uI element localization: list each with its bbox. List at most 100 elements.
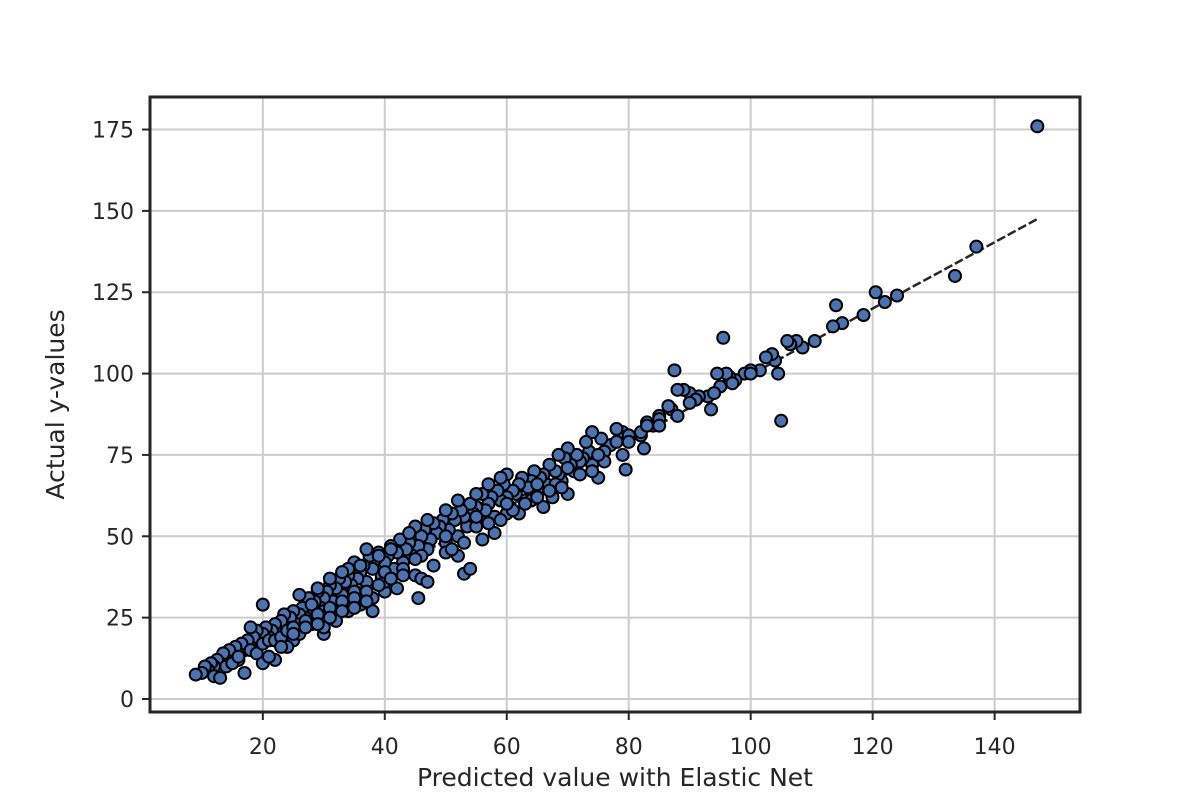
data-point	[758, 350, 773, 365]
data-point	[347, 600, 362, 615]
y-axis-ticks: 0 25 50 75 100 125 150 175	[92, 119, 150, 713]
data-point	[652, 418, 667, 433]
data-point	[594, 431, 609, 446]
data-point	[560, 460, 575, 475]
data-point	[615, 447, 630, 462]
data-point	[389, 581, 404, 596]
data-point	[353, 558, 368, 573]
data-point	[481, 516, 496, 531]
data-point	[609, 434, 624, 449]
data-point	[438, 529, 453, 544]
data-point	[493, 470, 508, 485]
data-point	[743, 366, 758, 381]
data-point	[408, 552, 423, 567]
x-tick-label: 20	[249, 735, 277, 760]
y-tick-label: 150	[92, 200, 134, 225]
data-point	[444, 542, 459, 557]
data-point	[670, 408, 685, 423]
data-point	[481, 477, 496, 492]
y-tick-label: 100	[92, 363, 134, 388]
data-point	[237, 665, 252, 680]
data-point	[536, 500, 551, 514]
data-point	[551, 447, 566, 462]
data-point	[310, 581, 325, 596]
data-point	[371, 578, 386, 593]
data-point	[383, 571, 398, 586]
data-point	[807, 334, 822, 349]
y-tick-label: 25	[106, 607, 134, 632]
data-point	[969, 239, 984, 254]
x-axis-label: Predicted value with Elastic Net	[417, 763, 813, 792]
data-point	[475, 532, 490, 547]
data-point	[420, 574, 435, 589]
data-point	[667, 363, 682, 378]
data-point	[365, 604, 380, 619]
data-point	[286, 626, 301, 641]
x-tick-label: 40	[371, 735, 399, 760]
data-point	[572, 467, 587, 482]
data-point	[469, 509, 484, 524]
y-tick-label: 50	[106, 525, 134, 550]
x-axis-ticks: 20 40 60 80 100 120 140	[249, 712, 1016, 760]
data-point	[530, 477, 545, 492]
data-point	[438, 503, 453, 518]
data-point	[426, 558, 441, 573]
data-point	[877, 295, 892, 309]
data-point	[393, 532, 408, 547]
data-point	[335, 604, 350, 619]
data-point	[621, 434, 636, 449]
data-point	[771, 366, 786, 381]
data-point	[947, 268, 962, 283]
y-axis-label: Actual y-values	[41, 309, 70, 499]
data-point	[371, 548, 386, 563]
data-point	[310, 617, 325, 632]
data-point	[493, 513, 508, 528]
data-point	[420, 513, 435, 528]
data-point	[716, 330, 731, 345]
data-point	[609, 421, 624, 436]
data-point	[618, 462, 633, 477]
x-tick-label: 100	[730, 735, 772, 760]
data-point	[554, 480, 569, 495]
data-point	[261, 649, 276, 664]
data-point	[636, 441, 651, 456]
data-point	[579, 434, 594, 449]
x-tick-label: 140	[974, 735, 1016, 760]
data-point	[255, 597, 270, 612]
y-tick-label: 75	[106, 444, 134, 469]
data-point	[1030, 119, 1045, 134]
data-point	[704, 402, 719, 417]
data-point	[322, 571, 337, 586]
data-point	[856, 308, 871, 323]
data-point	[774, 413, 789, 428]
data-point	[530, 490, 545, 505]
data-point	[868, 285, 883, 300]
data-point	[396, 568, 411, 583]
data-point	[585, 425, 600, 440]
data-point	[243, 620, 258, 635]
y-tick-label: 125	[92, 281, 134, 306]
data-point	[890, 288, 905, 303]
data-point	[450, 493, 465, 508]
data-point	[411, 591, 426, 606]
data-point	[780, 334, 795, 349]
data-point	[457, 535, 472, 550]
data-point	[274, 639, 289, 654]
data-point	[231, 649, 246, 664]
data-point	[585, 464, 600, 479]
data-point	[402, 526, 417, 541]
data-point	[322, 610, 337, 625]
data-point	[707, 386, 722, 401]
data-point	[670, 382, 685, 397]
x-tick-label: 120	[852, 735, 894, 760]
data-point	[661, 399, 676, 414]
grid-lines	[150, 97, 1080, 712]
data-point	[542, 457, 557, 472]
data-point	[710, 366, 725, 381]
data-point	[359, 594, 374, 609]
data-point	[591, 447, 606, 462]
data-point	[213, 670, 228, 685]
data-point	[725, 376, 740, 391]
data-point	[542, 483, 557, 498]
